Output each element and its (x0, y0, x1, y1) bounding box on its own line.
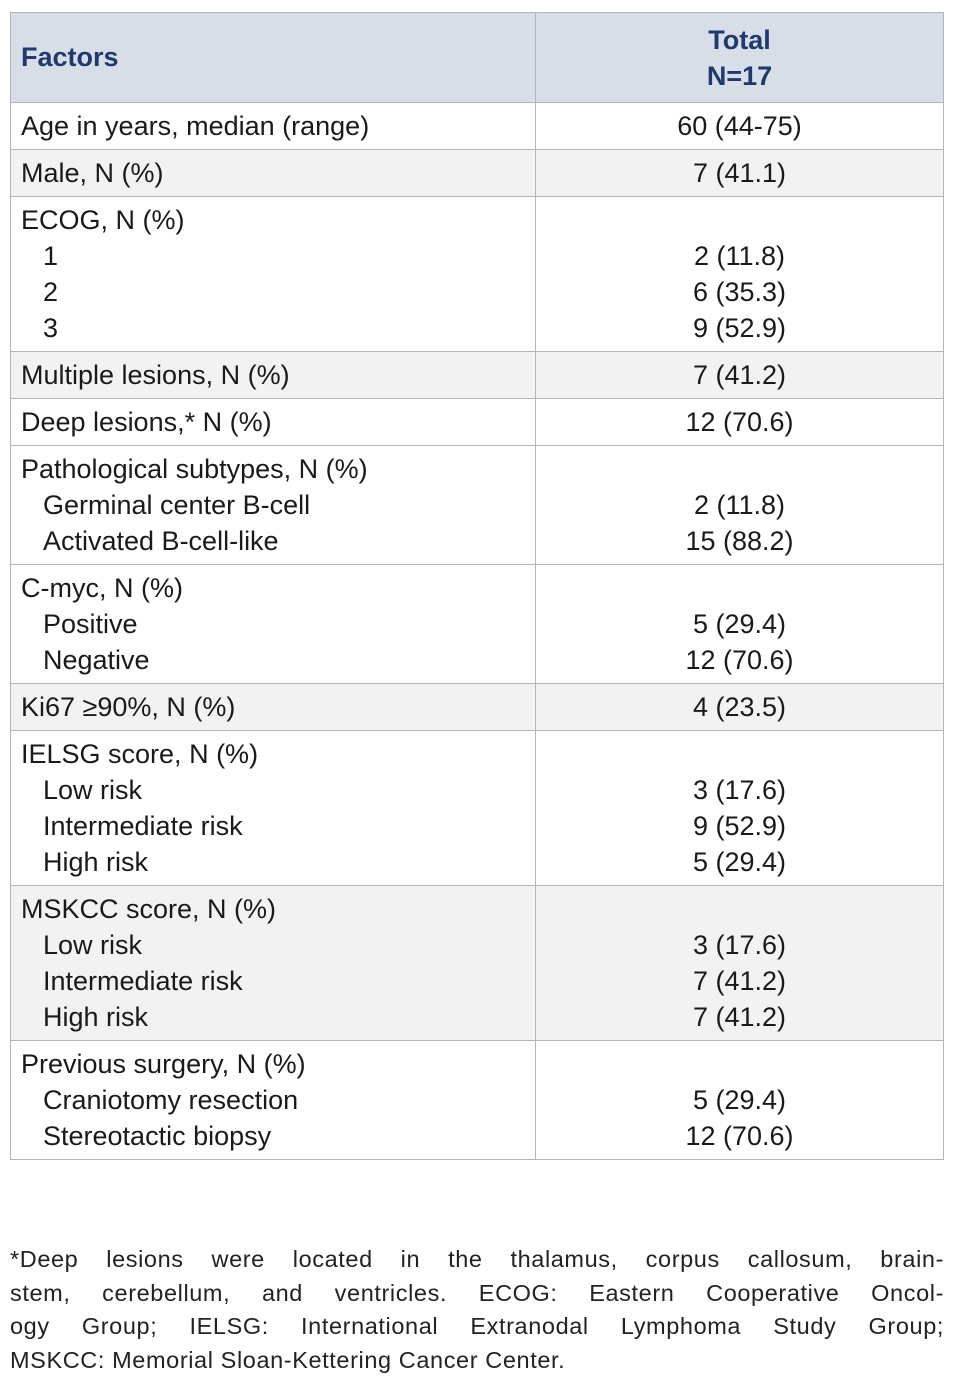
table-row: Previous surgery, N (%) Craniotomy resect… (10, 1040, 944, 1160)
label-cell: Multiple lesions, N (%) (10, 351, 536, 399)
sub-label: 3 (43, 313, 59, 343)
row-label: C-myc, N (%) (21, 573, 183, 603)
sub-label: Stereotactic biopsy (43, 1121, 272, 1151)
value-cell: 7 (41.2) (535, 351, 944, 399)
footnote-line: MSKCC: Memorial Sloan-Kettering Cancer C… (10, 1346, 566, 1373)
row-label: Age in years, median (range) (21, 111, 370, 141)
header-line: N=17 (706, 60, 773, 91)
table-row: Age in years, median (range) 60 (44-75) (10, 102, 944, 150)
sub-value: 3 (17.6) (692, 775, 787, 805)
label-cell: C-myc, N (%) Positive Negative (10, 564, 536, 684)
sub-label: Intermediate risk (43, 966, 243, 996)
value-cell: 3 (17.6) 7 (41.2) 7 (41.2) (535, 885, 944, 1041)
value-cell: 7 (41.1) (535, 149, 944, 197)
header-cell: Total N=17 (535, 12, 944, 103)
sub-value: 12 (70.6) (685, 645, 794, 675)
sub-value: 9 (52.9) (692, 313, 787, 343)
value-cell: 3 (17.6) 9 (52.9) 5 (29.4) (535, 730, 944, 886)
sub-value: 12 (70.6) (685, 1121, 794, 1151)
sub-value: 5 (29.4) (692, 1085, 787, 1115)
sub-value: 9 (52.9) (692, 811, 787, 841)
row-label: Previous surgery, N (%) (21, 1049, 306, 1079)
sub-value: 7 (41.2) (692, 966, 787, 996)
sub-label: Activated B-cell-like (43, 526, 279, 556)
row-label: IELSG score, N (%) (21, 739, 259, 769)
table-row: Multiple lesions, N (%) 7 (41.2) (10, 351, 944, 399)
sub-label: Low risk (43, 775, 143, 805)
row-value: 7 (41.1) (692, 158, 787, 188)
label-cell: Pathological subtypes, N (%) Germinal cen… (10, 445, 536, 565)
table-row: IELSG score, N (%) Low risk Intermediate r… (10, 730, 944, 886)
sub-value: 2 (11.8) (693, 490, 786, 520)
value-cell: 2 (11.8) 6 (35.3) 9 (52.9) (535, 196, 944, 352)
row-label: Deep lesions,* N (%) (21, 407, 272, 437)
value-cell: 5 (29.4) 12 (70.6) (535, 1040, 944, 1160)
sub-label: Negative (43, 645, 150, 675)
label-cell: ECOG, N (%) 1 2 3 (10, 196, 536, 352)
label-cell: Previous surgery, N (%) Craniotomy resect… (10, 1040, 536, 1160)
sub-value: 2 (11.8) (693, 241, 786, 271)
row-label: Pathological subtypes, N (%) (21, 454, 368, 484)
value-cell: 2 (11.8) 15 (88.2) (535, 445, 944, 565)
sub-label: Low risk (43, 930, 143, 960)
sub-label: Positive (43, 609, 138, 639)
sub-label: High risk (43, 847, 149, 877)
label-cell: Ki67 ≥90%, N (%) (10, 683, 536, 731)
table-row: Male, N (%) 7 (41.1) (10, 149, 944, 197)
sub-label: Germinal center B-cell (43, 490, 311, 520)
table-row: C-myc, N (%) Positive Negative 5 (29.4) 12 (… (10, 564, 944, 684)
sub-value: 6 (35.3) (692, 277, 787, 307)
sub-value: 7 (41.2) (692, 1002, 787, 1032)
row-label: Multiple lesions, N (%) (21, 360, 290, 390)
spacer (546, 1046, 933, 1082)
sub-value: 5 (29.4) (692, 847, 787, 877)
label-cell: Male, N (%) (10, 149, 536, 197)
sub-label: Intermediate risk (43, 811, 243, 841)
row-label: ECOG, N (%) (21, 205, 185, 235)
table-row: ECOG, N (%) 1 2 3 2 (11.8) 6 (35.3) 9 (52.9) (10, 196, 944, 352)
characteristics-table: Factors Total N=17 Age in years, median (ra… (10, 12, 944, 1160)
spacer (546, 736, 933, 772)
row-value: 12 (70.6) (685, 407, 794, 437)
label-cell: IELSG score, N (%) Low risk Intermediate r… (10, 730, 536, 886)
label-cell: MSKCC score, N (%) Low risk Intermediate r… (10, 885, 536, 1041)
spacer (546, 891, 933, 927)
spacer (546, 570, 933, 606)
table-row: Ki67 ≥90%, N (%) 4 (23.5) (10, 683, 944, 731)
table-row: Pathological subtypes, N (%) Germinal cen… (10, 445, 944, 565)
label-cell: Deep lesions,* N (%) (10, 398, 536, 446)
sub-label: High risk (43, 1002, 149, 1032)
row-label: MSKCC score, N (%) (21, 894, 277, 924)
sub-label: Craniotomy resection (43, 1085, 299, 1115)
sub-label: 2 (43, 277, 59, 307)
row-value: 4 (23.5) (692, 692, 787, 722)
footnote: *Deep lesions were located in the thalam… (10, 1243, 944, 1377)
footnote-line: *Deep lesions were located in the thalam… (10, 1246, 944, 1272)
spacer (546, 451, 933, 487)
label-cell: Age in years, median (range) (10, 102, 536, 150)
value-cell: 60 (44-75) (535, 102, 944, 150)
spacer (546, 202, 933, 238)
value-cell: 12 (70.6) (535, 398, 944, 446)
value-cell: 4 (23.5) (535, 683, 944, 731)
sub-value: 3 (17.6) (692, 930, 787, 960)
value-cell: 5 (29.4) 12 (70.6) (535, 564, 944, 684)
sub-value: 5 (29.4) (692, 609, 787, 639)
footnote-line: ogy Group; IELSG: International Extranod… (10, 1313, 944, 1339)
table-row: MSKCC score, N (%) Low risk Intermediate r… (10, 885, 944, 1041)
header-cell: Factors (10, 12, 536, 103)
row-value: 60 (44-75) (677, 111, 802, 141)
row-label: Male, N (%) (21, 158, 164, 188)
footnote-line: stem, cerebellum, and ventricles. ECOG: … (10, 1279, 944, 1306)
row-label: Ki67 ≥90%, N (%) (21, 692, 236, 722)
sub-value: 15 (88.2) (685, 526, 794, 556)
header-line: Total (708, 24, 771, 55)
sub-label: 1 (43, 241, 59, 271)
header-row: Factors Total N=17 (10, 12, 944, 103)
table-row: Deep lesions,* N (%) 12 (70.6) (10, 398, 944, 446)
row-value: 7 (41.2) (692, 360, 787, 390)
